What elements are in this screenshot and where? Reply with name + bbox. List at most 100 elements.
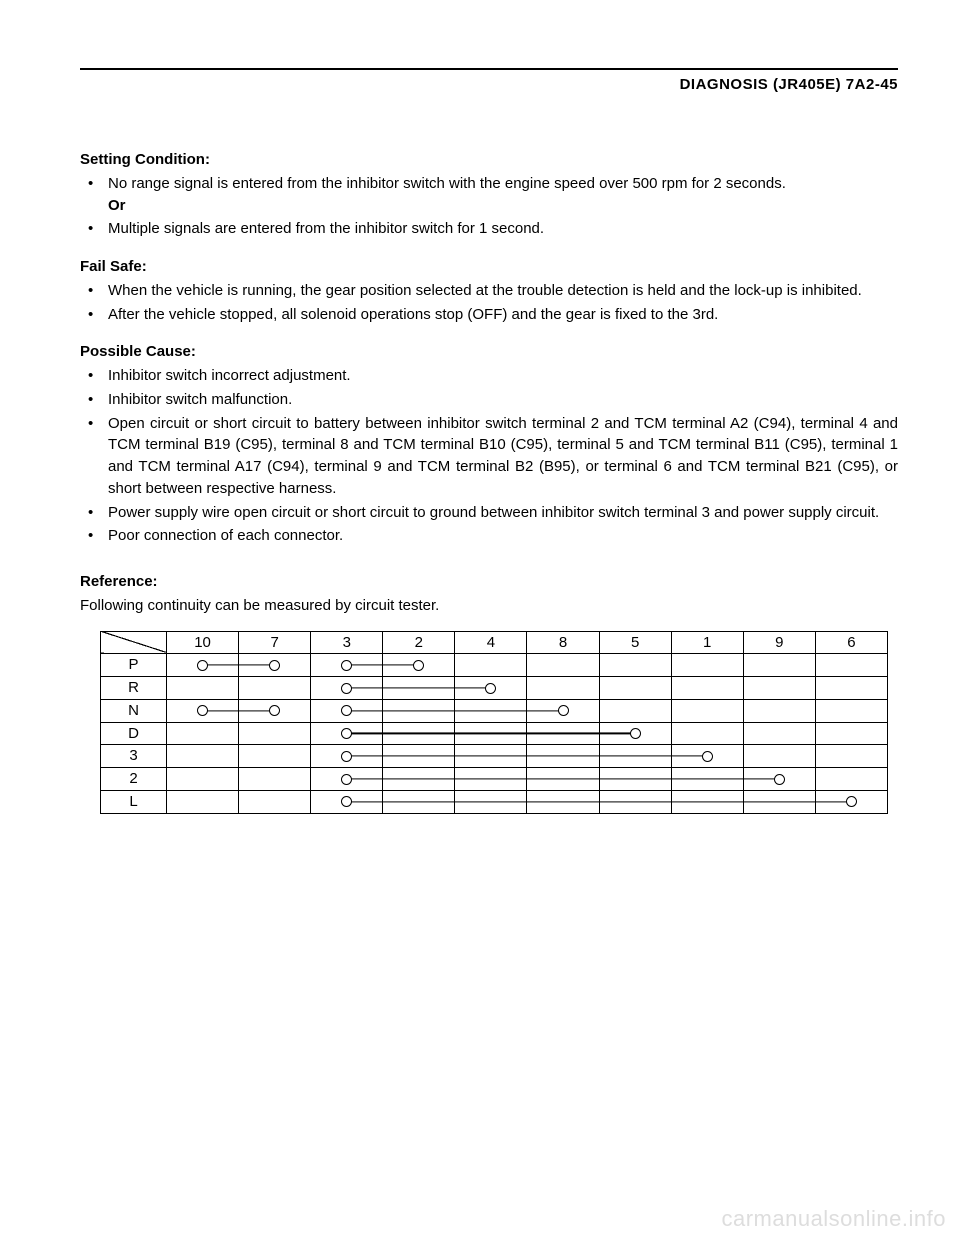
list-item-text: No range signal is entered from the inhi…	[108, 175, 786, 192]
col-header: 2	[383, 631, 455, 654]
table-cell	[239, 699, 311, 722]
table-cell	[743, 677, 815, 700]
list-item-text: After the vehicle stopped, all solenoid …	[108, 306, 718, 323]
col-header: 4	[455, 631, 527, 654]
table-cell	[743, 768, 815, 791]
continuity-node-icon	[485, 683, 496, 694]
list-item: When the vehicle is running, the gear po…	[80, 280, 898, 302]
continuity-node-icon	[341, 705, 352, 716]
table-cell	[527, 677, 599, 700]
list-item: Open circuit or short circuit to battery…	[80, 413, 898, 500]
table-cell	[167, 722, 239, 745]
table-cell	[239, 745, 311, 768]
col-header: 5	[599, 631, 671, 654]
list-item: Inhibitor switch malfunction.	[80, 389, 898, 411]
table-cell	[815, 722, 887, 745]
header-title: DIAGNOSIS (JR405E) 7A2-45	[80, 76, 898, 93]
table-cell	[239, 654, 311, 677]
table-cell	[527, 790, 599, 813]
table-cell	[383, 699, 455, 722]
possible-cause-list: Inhibitor switch incorrect adjustment. I…	[80, 365, 898, 547]
list-item-text: Multiple signals are entered from the in…	[108, 220, 544, 237]
table-cell	[599, 699, 671, 722]
table-cell	[239, 677, 311, 700]
list-item: Multiple signals are entered from the in…	[80, 218, 898, 240]
table-cell	[311, 677, 383, 700]
table-cell	[455, 722, 527, 745]
table-row: N	[101, 699, 888, 722]
table-cell	[239, 722, 311, 745]
continuity-tbody: PRND32L	[101, 654, 888, 813]
table-cell	[671, 677, 743, 700]
table-cell	[743, 654, 815, 677]
list-item-text: When the vehicle is running, the gear po…	[108, 282, 862, 299]
table-cell	[815, 654, 887, 677]
fail-safe-list: When the vehicle is running, the gear po…	[80, 280, 898, 326]
continuity-node-icon	[341, 751, 352, 762]
continuity-table: 10 7 3 2 4 8 5 1 9 6 PRND32L	[100, 631, 888, 814]
continuity-node-icon	[269, 705, 280, 716]
table-cell	[815, 745, 887, 768]
continuity-node-icon	[341, 774, 352, 785]
reference-heading: Reference:	[80, 571, 898, 593]
col-header: 1	[671, 631, 743, 654]
row-label: 3	[101, 745, 167, 768]
table-cell	[599, 790, 671, 813]
table-row: R	[101, 677, 888, 700]
table-cell	[383, 722, 455, 745]
table-cell	[311, 699, 383, 722]
row-label: N	[101, 699, 167, 722]
table-cell	[671, 745, 743, 768]
col-header: 10	[167, 631, 239, 654]
or-label: Or	[108, 195, 898, 217]
table-cell	[311, 790, 383, 813]
col-header: 8	[527, 631, 599, 654]
page: DIAGNOSIS (JR405E) 7A2-45 Setting Condit…	[0, 0, 960, 1242]
col-header: 9	[743, 631, 815, 654]
table-cell	[599, 722, 671, 745]
table-cell	[311, 654, 383, 677]
table-row: D	[101, 722, 888, 745]
watermark: carmanualsonline.info	[721, 1206, 946, 1232]
continuity-node-icon	[413, 660, 424, 671]
table-cell	[239, 790, 311, 813]
table-cell	[239, 768, 311, 791]
table-cell	[743, 745, 815, 768]
table-cell	[815, 699, 887, 722]
table-cell	[815, 790, 887, 813]
table-cell	[671, 699, 743, 722]
continuity-node-icon	[846, 796, 857, 807]
continuity-node-icon	[341, 728, 352, 739]
blank-corner	[101, 631, 167, 654]
table-cell	[815, 768, 887, 791]
table-cell	[455, 654, 527, 677]
table-cell	[167, 768, 239, 791]
table-cell	[455, 699, 527, 722]
row-label: P	[101, 654, 167, 677]
continuity-node-icon	[774, 774, 785, 785]
table-header-row: 10 7 3 2 4 8 5 1 9 6	[101, 631, 888, 654]
table-cell	[671, 722, 743, 745]
list-item-text: Power supply wire open circuit or short …	[108, 504, 879, 521]
continuity-node-icon	[341, 660, 352, 671]
setting-condition-heading: Setting Condition:	[80, 149, 898, 171]
table-cell	[527, 745, 599, 768]
list-item: No range signal is entered from the inhi…	[80, 173, 898, 217]
continuity-node-icon	[197, 660, 208, 671]
table-cell	[671, 790, 743, 813]
list-item-text: Poor connection of each connector.	[108, 527, 343, 544]
table-cell	[527, 654, 599, 677]
col-header: 3	[311, 631, 383, 654]
table-cell	[383, 768, 455, 791]
continuity-node-icon	[341, 683, 352, 694]
table-cell	[167, 790, 239, 813]
table-cell	[743, 699, 815, 722]
table-cell	[671, 768, 743, 791]
reference-text: Following continuity can be measured by …	[80, 595, 898, 617]
table-cell	[599, 677, 671, 700]
table-row: 3	[101, 745, 888, 768]
row-label: L	[101, 790, 167, 813]
list-item: After the vehicle stopped, all solenoid …	[80, 304, 898, 326]
table-cell	[167, 654, 239, 677]
table-cell	[815, 677, 887, 700]
